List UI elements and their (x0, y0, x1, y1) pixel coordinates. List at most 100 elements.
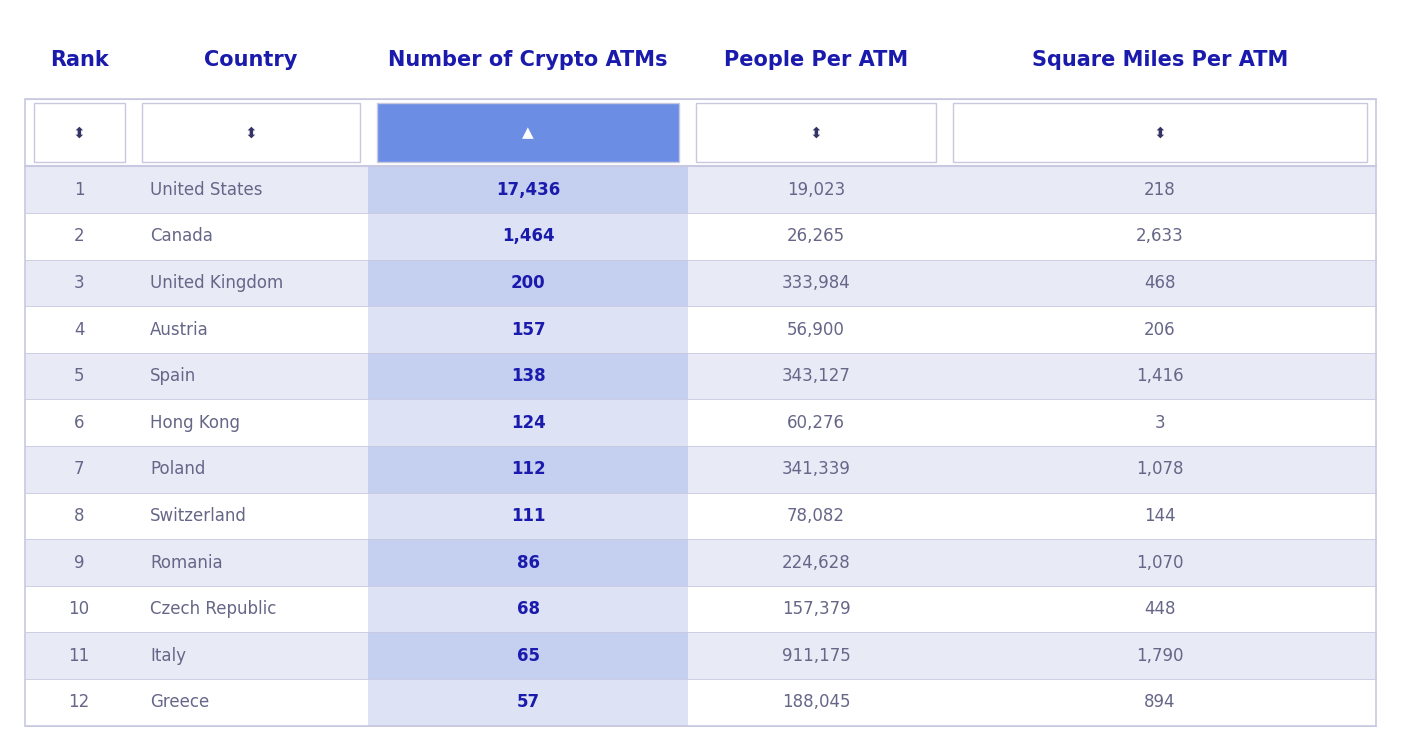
Bar (377, 103, 679, 162)
Text: 157: 157 (511, 320, 545, 339)
Text: Switzerland: Switzerland (150, 507, 247, 525)
Bar (133, 586, 368, 633)
Text: 333,984: 333,984 (782, 274, 850, 292)
Text: 11: 11 (69, 647, 90, 665)
Text: 26,265: 26,265 (787, 227, 845, 246)
Bar (25, 306, 133, 353)
Bar (25, 259, 133, 306)
Bar (133, 166, 368, 213)
Text: United States: United States (150, 181, 262, 199)
Bar (944, 213, 1376, 259)
Bar (944, 679, 1376, 726)
Bar (688, 306, 944, 353)
Bar (377, 103, 679, 162)
Bar (25, 213, 133, 259)
Text: 86: 86 (517, 553, 539, 572)
Bar (688, 259, 944, 306)
Bar (368, 539, 688, 586)
Bar (368, 633, 688, 679)
Bar (133, 539, 368, 586)
Bar (25, 539, 133, 586)
Text: 1: 1 (74, 181, 84, 199)
Bar (944, 586, 1376, 633)
Bar (944, 306, 1376, 353)
Bar (133, 353, 368, 399)
Bar (25, 22, 1376, 99)
Bar (133, 306, 368, 353)
Bar (944, 633, 1376, 679)
Text: 218: 218 (1145, 181, 1175, 199)
Text: 468: 468 (1145, 274, 1175, 292)
Bar (688, 213, 944, 259)
Bar (133, 446, 368, 493)
Text: ⬍: ⬍ (244, 125, 258, 140)
Bar (25, 166, 133, 213)
Bar (25, 493, 133, 539)
Text: 12: 12 (69, 693, 90, 711)
Text: Country: Country (205, 51, 297, 70)
Bar (688, 446, 944, 493)
Text: 65: 65 (517, 647, 539, 665)
Bar (688, 679, 944, 726)
Bar (688, 399, 944, 446)
Text: 56,900: 56,900 (787, 320, 845, 339)
Bar (133, 213, 368, 259)
Bar (25, 399, 133, 446)
Text: 78,082: 78,082 (787, 507, 845, 525)
Bar (368, 399, 688, 446)
Text: Hong Kong: Hong Kong (150, 413, 240, 432)
Bar (953, 103, 1367, 162)
Text: 1,078: 1,078 (1136, 460, 1184, 479)
Bar (368, 679, 688, 726)
Text: 2: 2 (74, 227, 84, 246)
Text: 17,436: 17,436 (496, 181, 560, 199)
Text: United Kingdom: United Kingdom (150, 274, 283, 292)
Text: 7: 7 (74, 460, 84, 479)
Bar (25, 99, 1376, 726)
Text: 1,070: 1,070 (1136, 553, 1184, 572)
Bar (688, 353, 944, 399)
Bar (34, 103, 125, 162)
Bar (133, 679, 368, 726)
Bar (368, 353, 688, 399)
Text: ▲: ▲ (523, 125, 534, 140)
Bar (688, 166, 944, 213)
Bar (25, 679, 133, 726)
Bar (696, 103, 936, 162)
Text: 60,276: 60,276 (787, 413, 845, 432)
Text: 200: 200 (511, 274, 545, 292)
Text: 894: 894 (1145, 693, 1175, 711)
Text: 10: 10 (69, 600, 90, 618)
Text: 138: 138 (511, 367, 545, 385)
Bar (944, 259, 1376, 306)
Text: ⬍: ⬍ (73, 125, 85, 140)
Text: 1,464: 1,464 (502, 227, 555, 246)
Text: 144: 144 (1145, 507, 1175, 525)
Text: 3: 3 (74, 274, 84, 292)
Text: 9: 9 (74, 553, 84, 572)
Bar (133, 259, 368, 306)
Text: 111: 111 (511, 507, 545, 525)
Text: Italy: Italy (150, 647, 186, 665)
Text: ⬍: ⬍ (1153, 125, 1167, 140)
Bar (944, 539, 1376, 586)
Text: 206: 206 (1145, 320, 1175, 339)
Bar (688, 493, 944, 539)
Bar (688, 539, 944, 586)
Bar (696, 103, 936, 162)
Text: Canada: Canada (150, 227, 213, 246)
Bar (953, 103, 1367, 162)
Text: 2,633: 2,633 (1136, 227, 1184, 246)
Bar (368, 306, 688, 353)
Bar (688, 633, 944, 679)
Text: 911,175: 911,175 (782, 647, 850, 665)
Text: Czech Republic: Czech Republic (150, 600, 276, 618)
Bar (142, 103, 360, 162)
Text: 343,127: 343,127 (782, 367, 850, 385)
Bar (133, 493, 368, 539)
Text: 341,339: 341,339 (782, 460, 850, 479)
Bar (944, 446, 1376, 493)
Text: 188,045: 188,045 (782, 693, 850, 711)
Text: 4: 4 (74, 320, 84, 339)
Bar (368, 166, 688, 213)
